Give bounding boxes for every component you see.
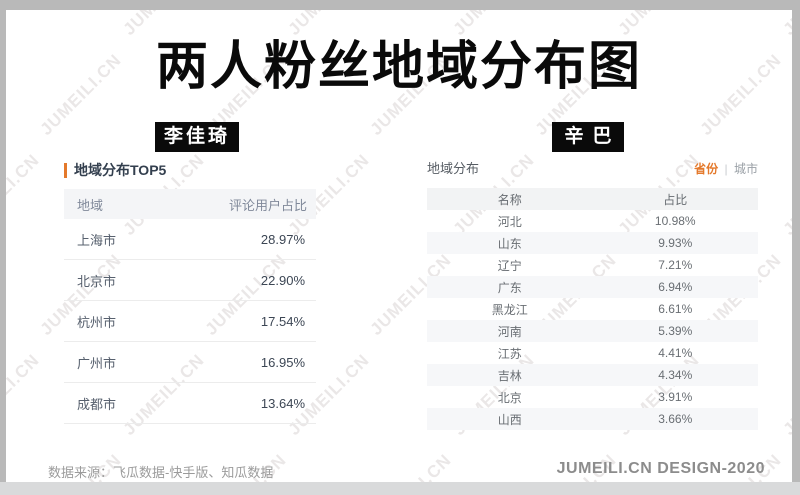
tab-switcher: 省份 | 城市 xyxy=(694,160,758,177)
region-percent: 13.64% xyxy=(260,395,305,411)
column-header-ratio: 占比 xyxy=(663,192,688,207)
lijiaqi-region-table: 地域分布TOP5 地域 评论用户占比 上海市 28.97% 北京市 22.90% 杭州市… xyxy=(64,163,316,424)
table-header: 地域 评论用户占比 xyxy=(64,189,316,219)
section-title-region: 地域分布 xyxy=(427,161,480,176)
data-source-note: 数据来源：飞瓜数据-快手版、知瓜数据 xyxy=(48,465,274,480)
xinba-region-table: 地域分布 省份 | 城市 名称 占比 河北 10.98% 山东 9.93% 辽宁 7.21… xyxy=(427,158,758,430)
table-row: 河北 10.98% xyxy=(427,210,758,232)
design-credit: JUMEILI.CN DESIGN-2020 xyxy=(556,460,765,477)
page-title: 两人粉丝地域分布图 xyxy=(155,38,642,96)
person-badge-xinba: 辛巴 xyxy=(552,122,624,152)
tab-city[interactable]: 城市 xyxy=(733,162,758,176)
section-title-top5: 地域分布TOP5 xyxy=(64,163,316,178)
bottom-edge-strip xyxy=(0,482,800,495)
table-row: 河南 5.39% xyxy=(427,320,758,342)
table-row: 上海市 28.97% xyxy=(64,219,316,260)
table-row: 广州市 16.95% xyxy=(64,342,316,383)
region-name: 广东 xyxy=(497,280,522,295)
table-row: 山西 3.66% xyxy=(427,408,758,430)
region-percent: 10.98% xyxy=(654,214,696,228)
tab-separator: | xyxy=(724,162,728,176)
region-name: 北京市 xyxy=(77,273,117,289)
table-row: 北京 3.91% xyxy=(427,386,758,408)
region-name: 江苏 xyxy=(497,346,522,361)
region-name: 北京 xyxy=(497,390,522,405)
table-row: 北京市 22.90% xyxy=(64,260,316,301)
person-badge-lijiaqi: 李佳琦 xyxy=(155,122,239,152)
region-percent: 3.66% xyxy=(658,412,693,426)
table-row: 成都市 13.64% xyxy=(64,383,316,424)
table-row: 广东 6.94% xyxy=(427,276,758,298)
table-row: 黑龙江 6.61% xyxy=(427,298,758,320)
region-percent: 7.21% xyxy=(658,258,693,272)
table-row: 吉林 4.34% xyxy=(427,364,758,386)
xinba-table-body: 河北 10.98% 山东 9.93% 辽宁 7.21% 广东 6.94% 黑龙江 6.61% 河南 5… xyxy=(427,210,758,430)
poster-card: JUMEILI.CN JUMEILI.CN JUMEILI.CN JUMEILI.CN… xyxy=(6,10,792,482)
region-name: 吉林 xyxy=(497,368,522,383)
column-header-ratio: 评论用户占比 xyxy=(228,197,307,213)
region-name: 广州市 xyxy=(77,355,117,371)
lijiaqi-table-body: 上海市 28.97% 北京市 22.90% 杭州市 17.54% 广州市 16.95% 成都市 1… xyxy=(64,219,316,424)
region-name: 山西 xyxy=(497,412,522,427)
column-header-name: 名称 xyxy=(497,192,522,207)
region-percent: 3.91% xyxy=(658,390,693,404)
region-name: 河南 xyxy=(497,324,522,339)
table-row: 辽宁 7.21% xyxy=(427,254,758,276)
region-percent: 4.41% xyxy=(658,346,693,360)
table-row: 杭州市 17.54% xyxy=(64,301,316,342)
region-name: 黑龙江 xyxy=(491,302,528,317)
region-name: 杭州市 xyxy=(77,314,117,330)
region-name: 河北 xyxy=(497,214,522,229)
region-percent: 6.61% xyxy=(658,302,693,316)
region-name: 上海市 xyxy=(77,232,117,248)
column-header-region: 地域 xyxy=(77,197,104,213)
table-row: 山东 9.93% xyxy=(427,232,758,254)
region-percent: 4.34% xyxy=(658,368,693,382)
tab-province[interactable]: 省份 xyxy=(694,162,719,176)
region-percent: 28.97% xyxy=(260,231,305,247)
region-percent: 16.95% xyxy=(260,354,305,370)
table-row: 江苏 4.41% xyxy=(427,342,758,364)
region-name: 山东 xyxy=(497,236,522,251)
region-name: 成都市 xyxy=(77,396,117,412)
region-percent: 9.93% xyxy=(658,236,693,250)
region-percent: 6.94% xyxy=(658,280,693,294)
region-percent: 5.39% xyxy=(658,324,693,338)
region-percent: 22.90% xyxy=(260,272,305,288)
region-name: 辽宁 xyxy=(497,258,522,273)
table-header: 名称 占比 xyxy=(427,188,758,210)
region-percent: 17.54% xyxy=(260,313,305,329)
